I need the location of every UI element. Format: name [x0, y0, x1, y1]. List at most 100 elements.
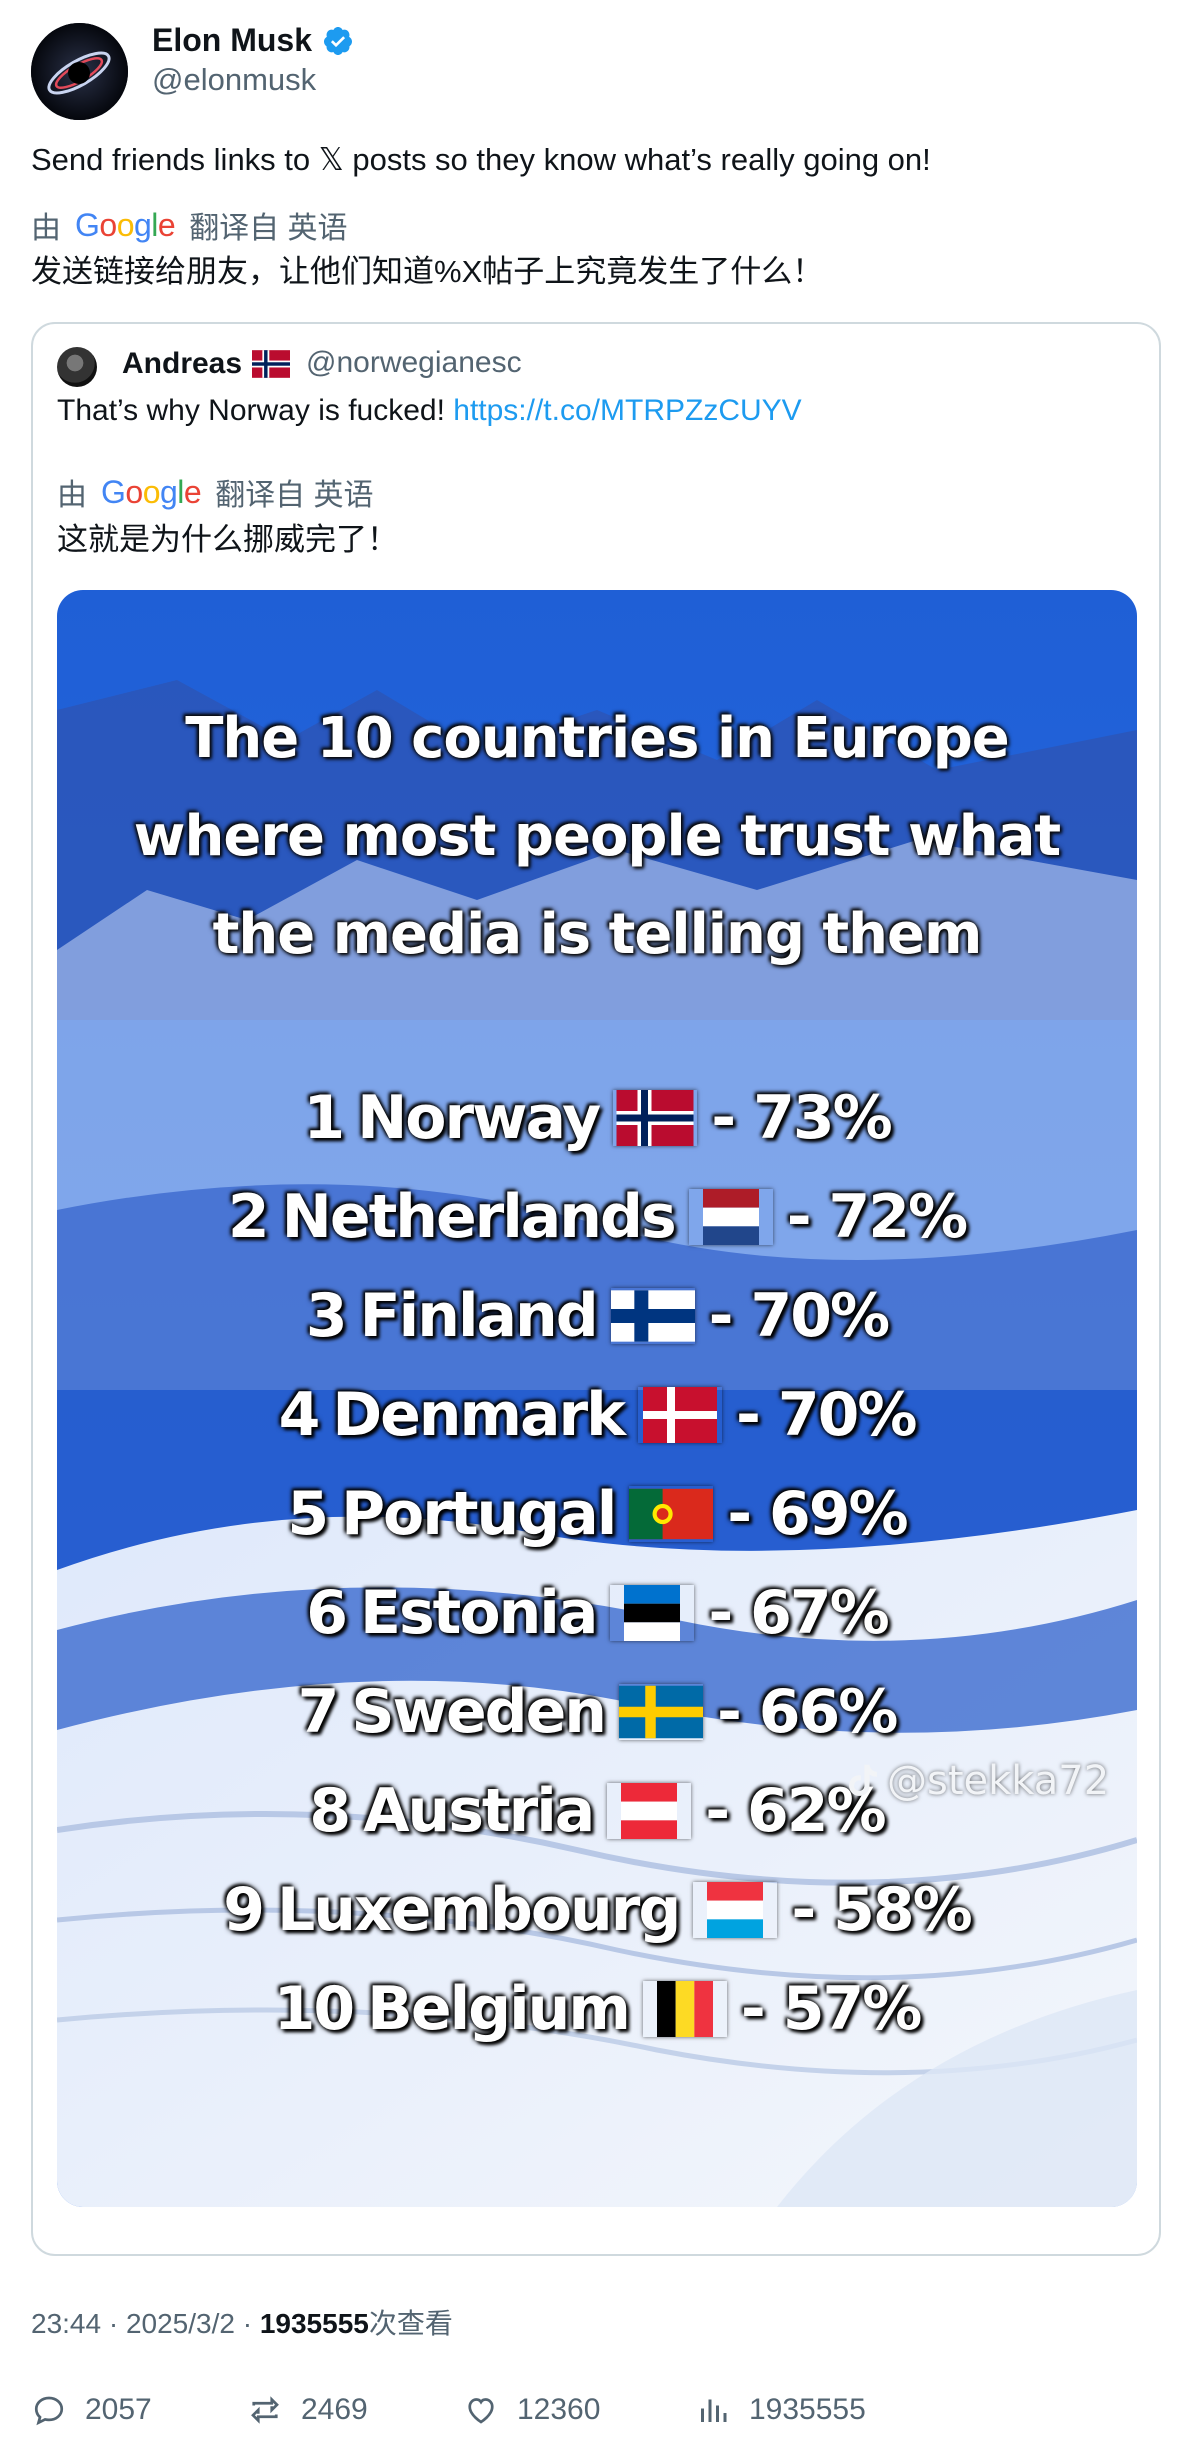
- quote-media-image[interactable]: The 10 countries in Europe where most pe…: [57, 590, 1137, 2207]
- verified-badge-icon: [324, 26, 353, 55]
- quote-translation-attribution: 由 Google 翻译自 英语: [57, 470, 374, 514]
- analytics-icon: [701, 2399, 727, 2422]
- quote-translated-text: 这就是为什么挪威完了！: [57, 522, 398, 557]
- author-handle[interactable]: @elonmusk: [152, 62, 317, 97]
- estonia-flag-icon: [610, 1584, 694, 1641]
- quote-translation-prefix: 由: [57, 479, 87, 512]
- timestamp-text: 23:44 · 2025/3/2 ·: [31, 2308, 260, 2339]
- austria-flag-icon: [607, 1782, 691, 1839]
- google-logo: Google: [101, 473, 202, 510]
- snowy-mountain-background: [57, 590, 1137, 2207]
- media-title-line: where most people trust what: [133, 804, 1061, 869]
- reply-count: 2057: [85, 2393, 152, 2426]
- google-logo: Google: [75, 206, 176, 243]
- views-count-action: 1935555: [749, 2393, 866, 2426]
- quote-author-handle[interactable]: @norwegianesc: [306, 346, 522, 379]
- ranking-row: 10 Belgium - 57%: [57, 1959, 1137, 2058]
- norway-flag-icon: [252, 350, 291, 378]
- quoted-tweet-card[interactable]: [31, 322, 1161, 2256]
- translation-attribution: 由 Google 翻译自 英语: [31, 203, 348, 247]
- author-name[interactable]: Elon Musk: [152, 22, 354, 59]
- ranking-value: - 69%: [727, 1478, 908, 1549]
- ranking-row: 3 Finland - 70%: [57, 1266, 1137, 1365]
- ranking-country: Denmark: [332, 1379, 626, 1450]
- repost-count: 2469: [301, 2393, 368, 2426]
- quote-author-name[interactable]: Andreas: [122, 347, 291, 381]
- repost-icon: [251, 2396, 279, 2424]
- ranking-row: 8 Austria - 62%: [57, 1761, 1137, 1860]
- ranking-row: 4 Denmark - 70%: [57, 1365, 1137, 1464]
- ranking-country: Austria: [363, 1775, 595, 1846]
- ranking-value: - 70%: [708, 1280, 890, 1351]
- ranking-number: 10: [273, 1973, 355, 2044]
- ranking-row: 2 Netherlands - 72%: [57, 1167, 1137, 1266]
- ranking-number: 2: [227, 1181, 270, 1252]
- ranking-value: - 72%: [786, 1181, 968, 1252]
- views-label: 次查看: [368, 2308, 453, 2339]
- reply-icon: [34, 2396, 64, 2426]
- luxembourg-flag-icon: [693, 1881, 777, 1938]
- ranking-row: 9 Luxembourg - 58%: [57, 1860, 1137, 1959]
- denmark-flag-icon: [638, 1386, 722, 1443]
- ranking-value: - 70%: [736, 1379, 917, 1450]
- translation-label[interactable]: 翻译自 英语: [189, 212, 348, 245]
- netherlands-flag-icon: [689, 1188, 773, 1245]
- translation-prefix: 由: [31, 212, 61, 245]
- quote-link[interactable]: https://t.co/MTRPZzCUYV: [453, 394, 802, 427]
- action-bar: 2057 2469 12360 1935555: [31, 2392, 1171, 2436]
- ranking-row: 6 Estonia - 67%: [57, 1563, 1137, 1662]
- ranking-value: - 67%: [708, 1577, 889, 1648]
- views-button[interactable]: 1935555: [695, 2392, 866, 2428]
- media-title-line: The 10 countries in Europe: [185, 706, 1010, 771]
- ranking-value: - 62%: [705, 1775, 886, 1846]
- translated-text: 发送链接给朋友，让他们知道%X帖子上究竟发生了什么！: [31, 254, 824, 289]
- quote-author-avatar[interactable]: [57, 347, 97, 387]
- ranking-country: Luxembourg: [277, 1874, 681, 1945]
- heart-icon: [468, 2398, 494, 2424]
- portugal-flag-icon: [629, 1486, 714, 1542]
- finland-flag-icon: [610, 1288, 695, 1344]
- ranking-number: 9: [223, 1874, 265, 1945]
- repost-button[interactable]: 2469: [247, 2392, 368, 2428]
- ranking-number: 8: [309, 1775, 351, 1846]
- belgium-flag-icon: [643, 1980, 727, 2037]
- ranking-value: - 73%: [711, 1082, 892, 1153]
- tweet-text: Send friends links to 𝕏 posts so they kn…: [31, 142, 931, 177]
- reply-button[interactable]: 2057: [31, 2392, 152, 2428]
- ranking-number: 3: [305, 1280, 348, 1351]
- ranking-country: Belgium: [367, 1973, 631, 2044]
- author-avatar[interactable]: [31, 23, 128, 120]
- watermark-text: @stekka72: [887, 1758, 1110, 1804]
- tiktok-icon: [849, 1764, 877, 1796]
- views-count: 1935555: [259, 2308, 369, 2339]
- like-button[interactable]: 12360: [463, 2392, 600, 2428]
- author-name-text: Elon Musk: [152, 22, 313, 58]
- ranking-number: 7: [297, 1676, 340, 1747]
- ranking-value: - 58%: [791, 1874, 972, 1945]
- ranking-country: Norway: [357, 1082, 601, 1153]
- quote-text: That’s why Norway is fucked! https://t.c…: [57, 394, 802, 428]
- quote-body: That’s why Norway is fucked!: [57, 394, 445, 427]
- like-count: 12360: [517, 2393, 601, 2426]
- country-ranking-list: 1 Norway - 73% 2 Netherlands - 72% 3 Finland - 7…: [57, 1068, 1137, 2058]
- ranking-number: 4: [278, 1379, 321, 1450]
- media-title: The 10 countries in Europe where most pe…: [57, 690, 1137, 984]
- ranking-country: Netherlands: [281, 1181, 677, 1252]
- quote-author-name-text: Andreas: [122, 347, 243, 380]
- ranking-row: 7 Sweden - 66%: [57, 1662, 1137, 1761]
- tiktok-watermark: @stekka72: [847, 1758, 1109, 1804]
- quote-translation-label[interactable]: 翻译自 英语: [215, 479, 374, 512]
- ranking-country: Estonia: [359, 1577, 598, 1648]
- ranking-country: Finland: [359, 1280, 599, 1351]
- ranking-number: 1: [303, 1082, 345, 1153]
- sweden-flag-icon: [619, 1684, 704, 1740]
- tweet-timestamp[interactable]: 23:44 · 2025/3/2 · 1935555次查看: [31, 2302, 453, 2342]
- ranking-country: Portugal: [341, 1478, 617, 1549]
- ranking-row: 1 Norway - 73%: [57, 1068, 1137, 1167]
- ranking-value: - 57%: [740, 1973, 922, 2044]
- ranking-number: 5: [287, 1478, 329, 1549]
- ranking-value: - 66%: [717, 1676, 898, 1747]
- ranking-country: Sweden: [351, 1676, 607, 1747]
- norway-flag-icon: [613, 1089, 697, 1146]
